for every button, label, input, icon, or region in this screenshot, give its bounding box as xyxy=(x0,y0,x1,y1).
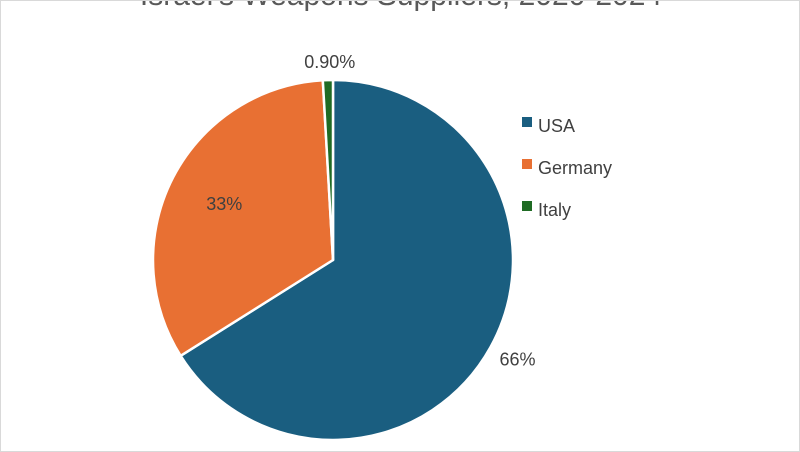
pie-slice-italy xyxy=(321,78,335,262)
legend-label-germany: Germany xyxy=(538,158,612,178)
legend-swatch-usa xyxy=(522,117,532,127)
legend-swatch-italy xyxy=(522,201,532,211)
data-label-italy: 0.90% xyxy=(304,52,355,72)
data-label-germany: 33% xyxy=(206,194,242,214)
chart-title: Israel's Weapons Suppliers, 2020-2024 xyxy=(1,1,799,13)
pie-slice-usa xyxy=(179,78,515,442)
data-label-usa: 66% xyxy=(499,349,535,369)
legend-label-usa: USA xyxy=(538,116,575,136)
legend-label-italy: Italy xyxy=(538,200,571,220)
pie-slice-germany xyxy=(151,79,335,358)
legend-swatch-germany xyxy=(522,159,532,169)
